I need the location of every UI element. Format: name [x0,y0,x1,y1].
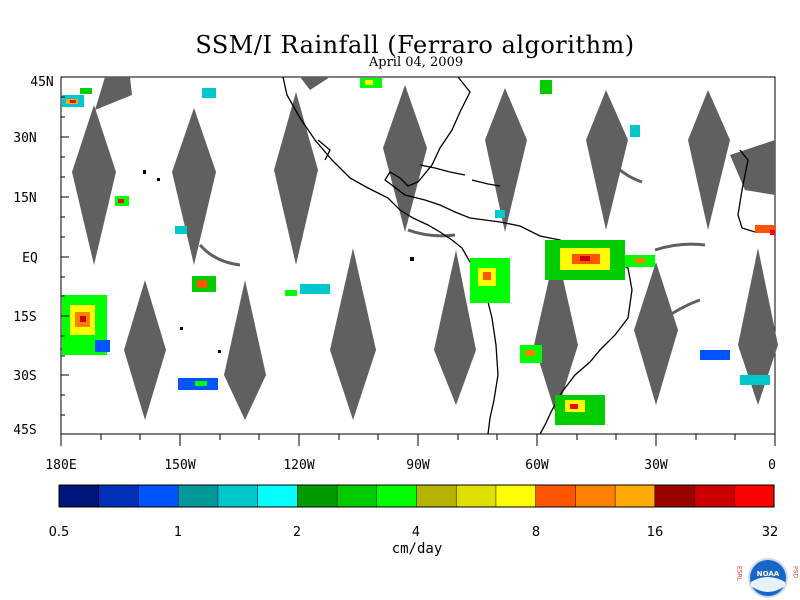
rain-patch-sw-pacific [62,295,110,355]
swath [738,248,778,405]
colorbar-tick-label: 1 [174,525,182,540]
colorbar-cell [177,484,219,508]
lat-label: 30N [13,131,36,146]
latitude-labels: 45N 30N 15N EQ 15S 30S 45S [13,75,53,438]
swath [534,248,578,415]
baja [317,139,331,161]
lat-label: 30S [13,369,36,384]
colorbar-cell [455,484,497,508]
colorbar-cell [614,484,656,508]
colorbar-unit: cm/day [391,541,443,557]
swath [688,90,730,230]
map-title: SSM/I Rainfall (Ferraro algorithm) [195,31,635,59]
colorbar-cell [734,484,775,508]
rain-patch-south-america [470,210,625,425]
lon-label: 180E [45,458,76,473]
colorbar-tick-label: 16 [647,525,664,540]
axis-ticks [60,76,776,446]
svg-text:PSD: PSD [792,566,799,578]
colorbar-cell [98,484,139,508]
lon-label: 60W [525,458,549,473]
swath [634,262,678,405]
lon-label: 90W [406,458,430,473]
colorbar-cell [575,484,616,508]
swath [300,77,330,90]
lat-label: 15S [13,310,36,325]
swath [586,90,628,230]
colorbar-tick-labels: 0.5 1 2 4 8 16 32 [49,525,779,540]
svg-text:ESRL: ESRL [736,566,743,582]
colorbar-cell [376,484,418,508]
islands [143,170,414,353]
lat-label: EQ [22,251,38,266]
atlantic-coast [384,76,633,435]
map-date: April 04, 2009 [368,55,464,70]
missing-data-swaths [59,77,778,420]
colorbar-tick-label: 2 [293,525,301,540]
lat-label: 45S [13,423,36,438]
colorbar-cell [217,484,259,508]
colorbar-cell [138,484,179,508]
map-panel: 45N 30N 15N EQ 15S 30S 45S 180E 150W 120… [13,75,778,473]
swath [172,108,216,265]
colorbar-cells [58,484,775,508]
colorbar-cell [58,484,100,508]
colorbar-cell [654,484,696,508]
swath [434,250,476,405]
colorbar-tick-label: 32 [762,525,779,540]
swath [330,248,376,420]
colorbar-cell [535,484,576,508]
colorbar-tick-label: 4 [412,525,420,540]
colorbar-cell [416,484,457,508]
rain-patch-east-atlantic [625,225,775,385]
rain-patch-central-pacific [115,196,330,390]
colorbar-cell [336,484,378,508]
lon-label: 0 [768,458,776,473]
colorbar-cell [694,484,735,508]
swath [124,280,166,420]
lon-label: 30W [644,458,668,473]
colorbar: 0.5 1 2 4 8 16 32 [49,484,779,540]
noaa-esrl-psd-logo: NOAA ESRL PSD [736,558,799,598]
colorbar-cell [495,484,537,508]
swath [95,77,132,110]
swath [274,92,318,265]
lon-label: 120W [283,458,314,473]
swath [72,105,116,265]
rainfall-areas [62,78,775,425]
lon-label: 150W [164,458,195,473]
swath [485,88,527,232]
colorbar-cell [297,484,338,508]
swath [383,85,427,232]
longitude-labels: 180E 150W 120W 90W 60W 30W 0 [45,458,776,473]
swath [224,280,266,420]
rain-patch-nw-pacific [62,88,92,107]
colorbar-tick-label: 0.5 [49,525,70,540]
lat-label: 45N [30,75,53,90]
hispaniola [471,179,501,187]
colorbar-cell [257,484,298,508]
swath [730,140,775,195]
colorbar-frame [58,484,775,508]
lat-label: 15N [13,191,36,206]
rain-patch-north-atlantic [202,78,640,137]
north-america-west-coast [282,76,463,249]
svg-text:NOAA: NOAA [757,570,780,578]
colorbar-tick-label: 8 [532,525,540,540]
cuba [419,164,466,176]
